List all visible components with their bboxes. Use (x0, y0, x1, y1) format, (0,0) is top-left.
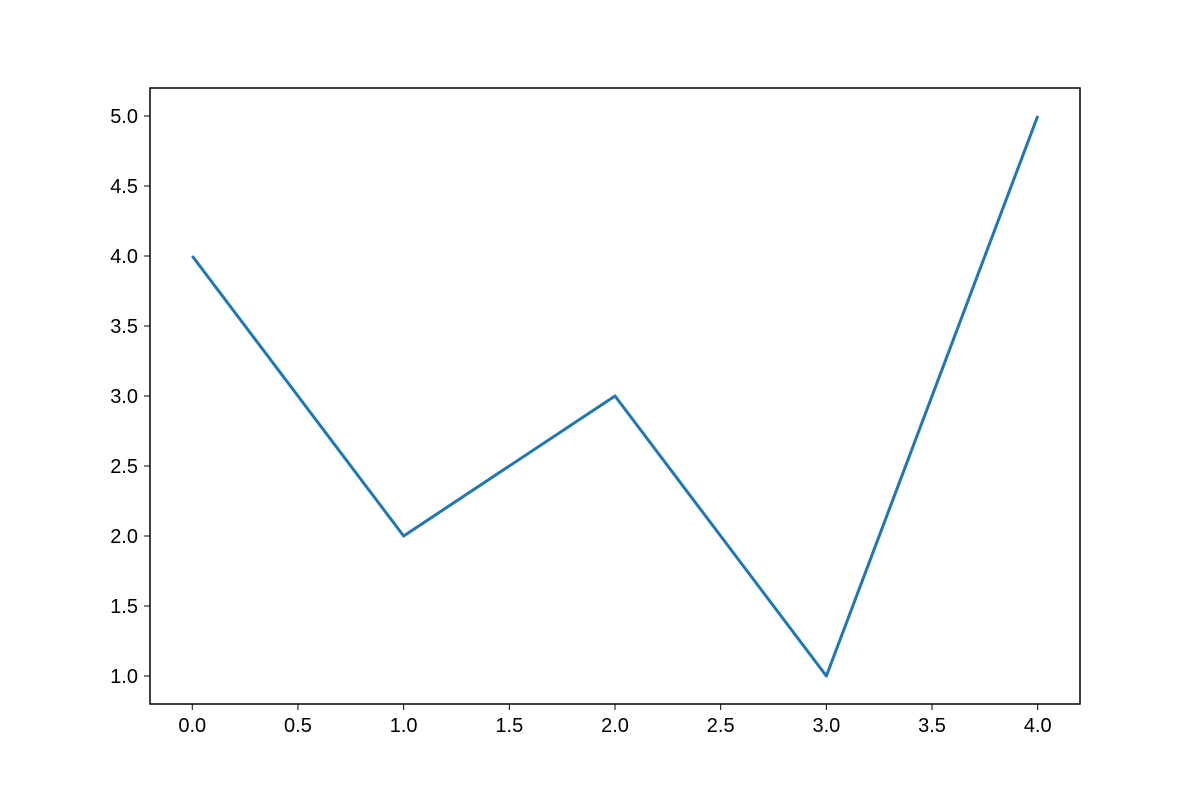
chart-svg: 0.0 0.5 1.0 1.5 2.0 2.5 3.0 3.5 4.0 1.0 1.5 2.0 2.5 3… (0, 0, 1200, 800)
x-tick-label: 2.5 (707, 715, 735, 737)
y-tick-label: 5.0 (110, 106, 138, 128)
y-tick-label: 1.5 (110, 596, 138, 618)
x-tick-label: 0.0 (178, 715, 206, 737)
y-tick-label: 3.5 (110, 316, 138, 338)
y-tick-label: 4.5 (110, 176, 138, 198)
line-chart: 0.0 0.5 1.0 1.5 2.0 2.5 3.0 3.5 4.0 1.0 1.5 2.0 2.5 3… (0, 0, 1200, 800)
x-tick-label: 0.5 (284, 715, 312, 737)
x-tick-label: 1.0 (390, 715, 418, 737)
x-tick-label: 3.5 (918, 715, 946, 737)
y-tick-label: 2.0 (110, 526, 138, 548)
y-tick-label: 3.0 (110, 386, 138, 408)
x-tick-label: 3.0 (812, 715, 840, 737)
y-tick-label: 2.5 (110, 456, 138, 478)
x-tick-label: 1.5 (495, 715, 523, 737)
y-tick-label: 1.0 (110, 666, 138, 688)
y-tick-label: 4.0 (110, 246, 138, 268)
x-tick-label: 4.0 (1024, 715, 1052, 737)
x-tick-label: 2.0 (601, 715, 629, 737)
